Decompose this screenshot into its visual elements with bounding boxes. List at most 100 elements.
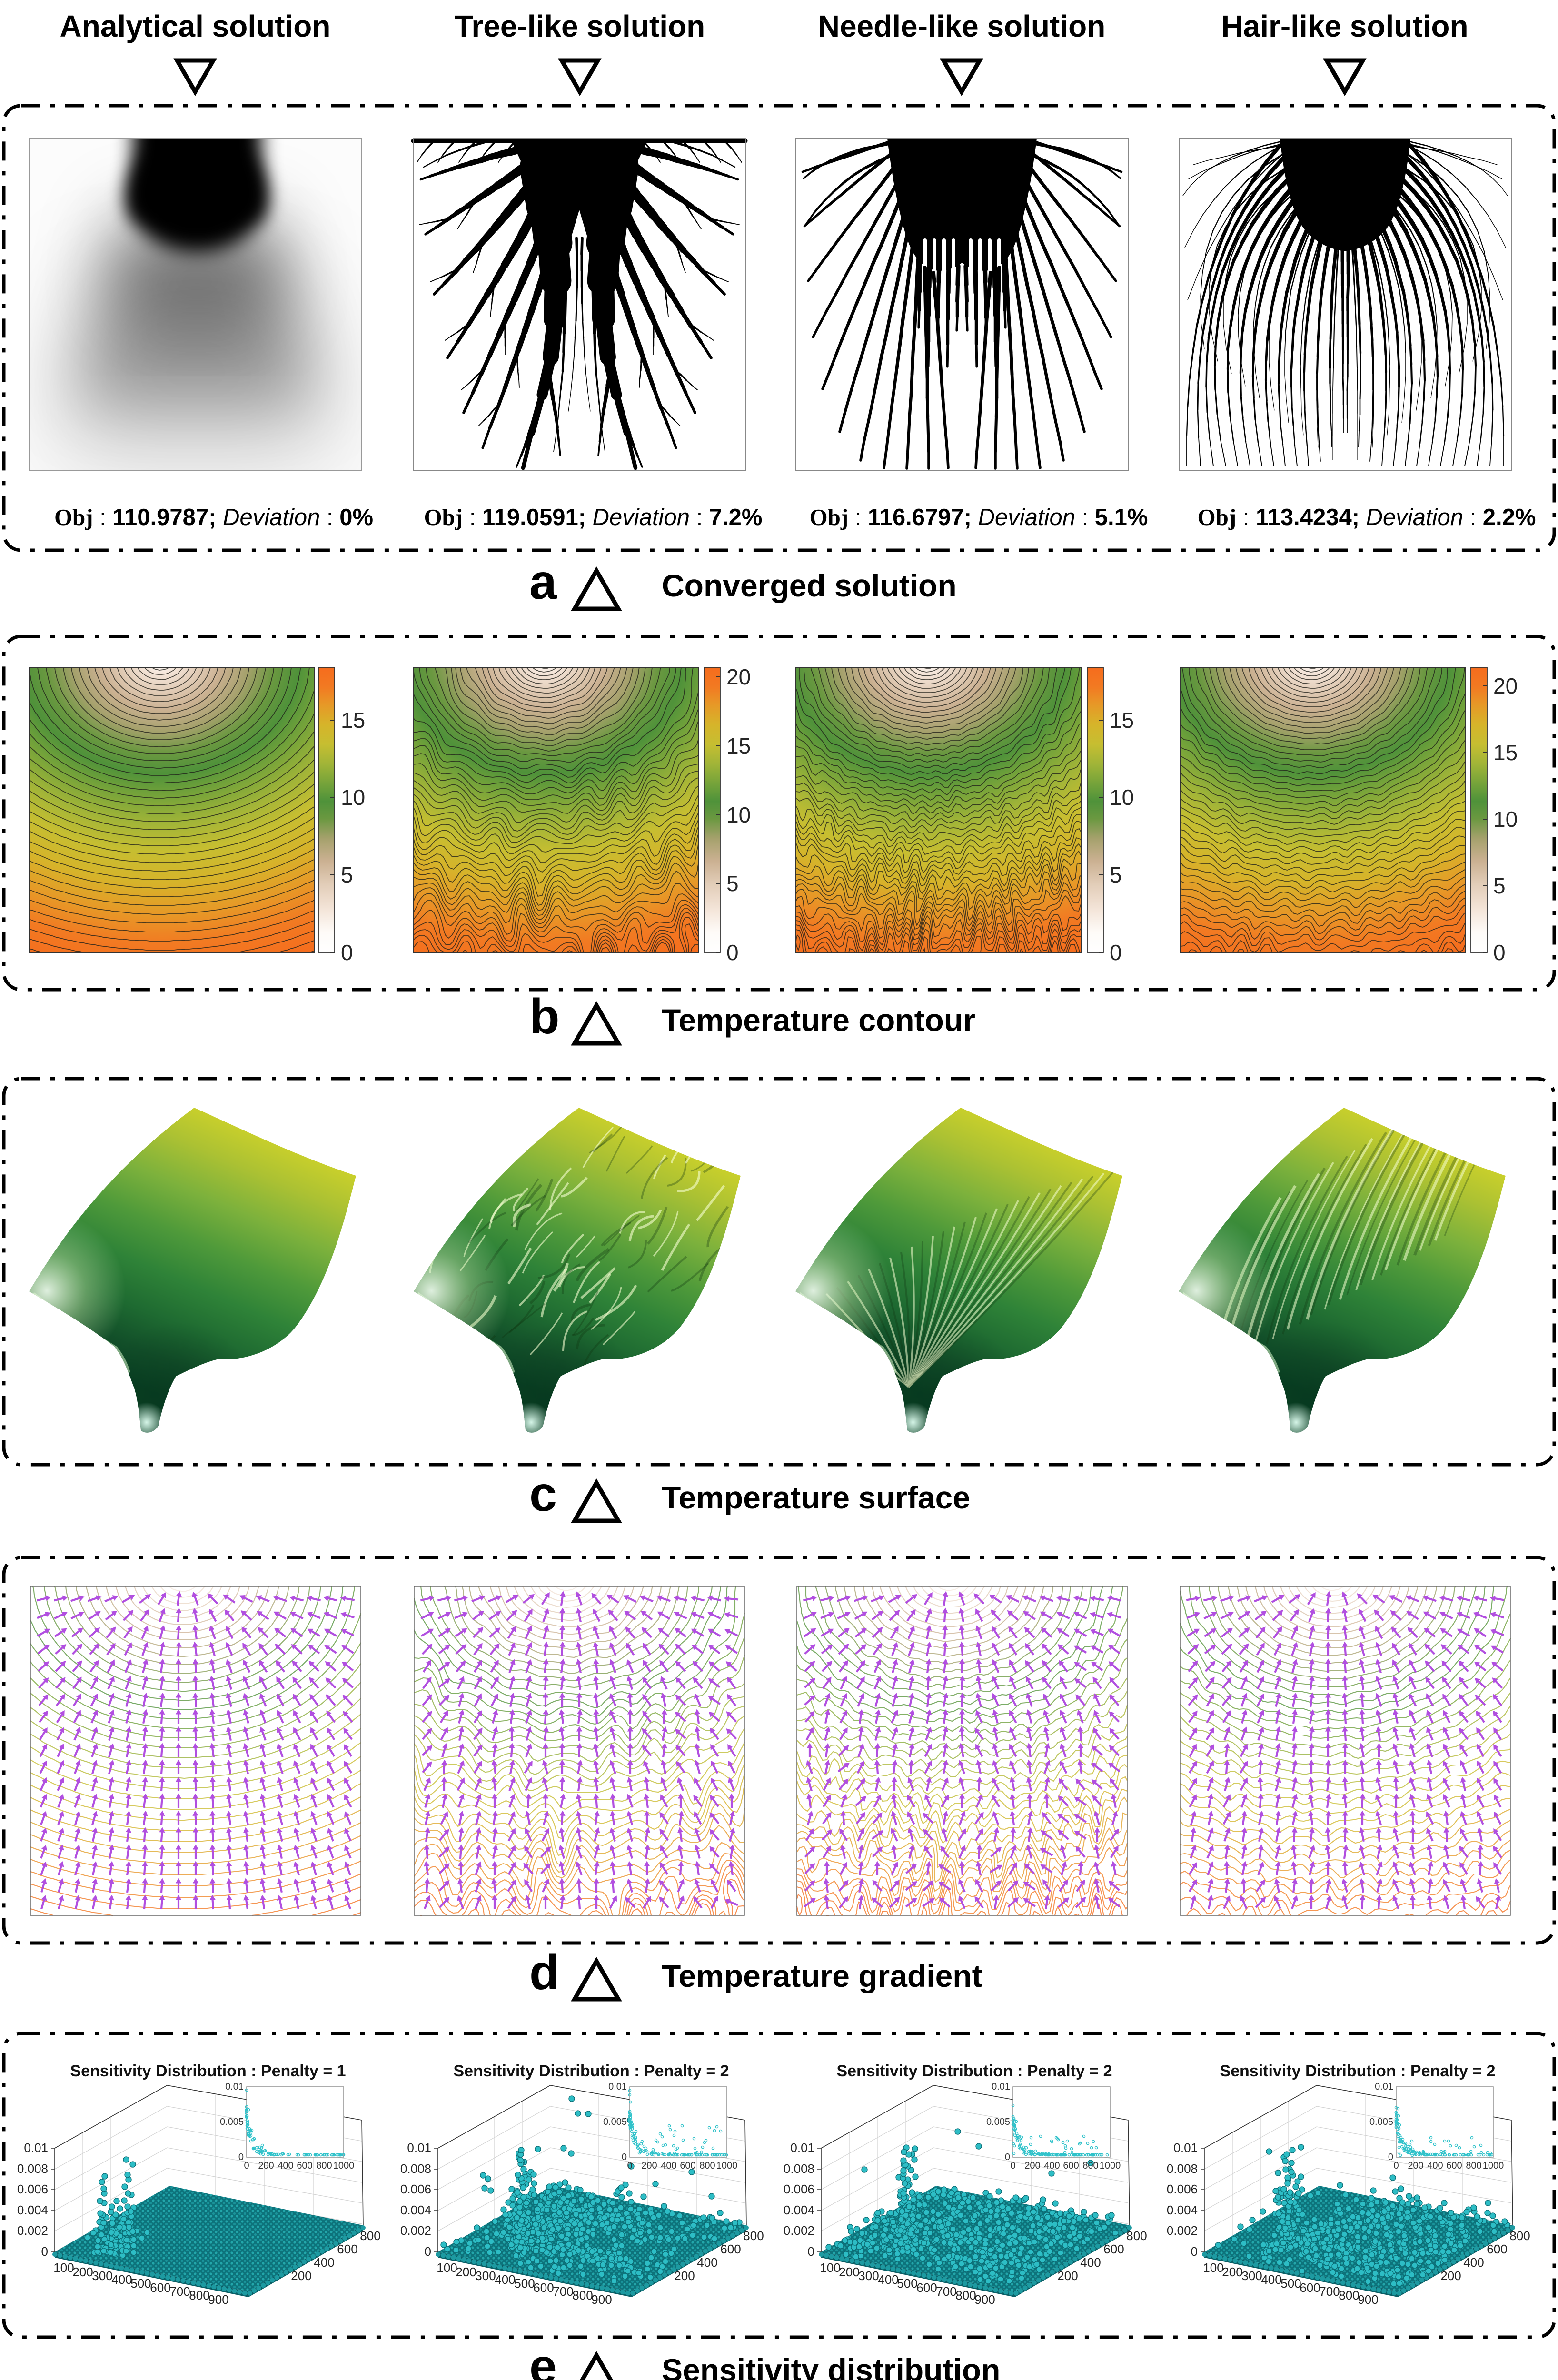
svg-text:800: 800	[189, 2288, 209, 2302]
svg-text:0.005: 0.005	[220, 2117, 244, 2127]
svg-text:600: 600	[1446, 2161, 1462, 2171]
svg-text:0.006: 0.006	[17, 2182, 48, 2196]
svg-text:200: 200	[456, 2265, 476, 2279]
svg-text:5: 5	[1493, 873, 1506, 898]
svg-text:0: 0	[41, 2244, 48, 2259]
svg-text:200: 200	[1057, 2269, 1078, 2283]
svg-text:600: 600	[720, 2242, 741, 2256]
svg-text:Sensitivity Distribution : Pen: Sensitivity Distribution : Penalty = 1	[70, 2062, 346, 2080]
svg-text:15: 15	[726, 734, 751, 758]
svg-text:700: 700	[553, 2284, 573, 2299]
svg-text:0: 0	[238, 2152, 244, 2162]
svg-text:800: 800	[1126, 2229, 1147, 2243]
svg-text:0: 0	[341, 940, 353, 965]
svg-text:0.008: 0.008	[400, 2162, 431, 2176]
svg-text:10: 10	[726, 803, 751, 827]
svg-text:400: 400	[495, 2272, 515, 2287]
svg-text:15: 15	[1493, 740, 1518, 765]
svg-text:600: 600	[1063, 2161, 1079, 2171]
svg-text:0.004: 0.004	[400, 2203, 431, 2217]
svg-text:0.008: 0.008	[17, 2162, 48, 2176]
svg-text:0.01: 0.01	[790, 2141, 814, 2155]
svg-text:0: 0	[1110, 940, 1122, 965]
svg-text:200: 200	[258, 2161, 274, 2171]
svg-text:0.01: 0.01	[608, 2082, 627, 2092]
svg-text:800: 800	[743, 2229, 764, 2243]
svg-text:Sensitivity Distribution : Pen: Sensitivity Distribution : Penalty = 2	[1220, 2062, 1495, 2080]
svg-text:10: 10	[341, 785, 365, 810]
svg-text:400: 400	[878, 2272, 898, 2287]
svg-text:0: 0	[627, 2161, 632, 2171]
svg-text:1000: 1000	[716, 2161, 738, 2171]
svg-text:0.004: 0.004	[784, 2203, 814, 2217]
svg-text:0: 0	[726, 940, 739, 965]
svg-text:100: 100	[53, 2261, 74, 2275]
svg-text:300: 300	[475, 2269, 496, 2283]
svg-text:15: 15	[341, 708, 365, 733]
svg-text:800: 800	[572, 2288, 593, 2302]
svg-text:0.006: 0.006	[1167, 2182, 1198, 2196]
svg-text:600: 600	[680, 2161, 695, 2171]
svg-text:600: 600	[1300, 2281, 1320, 2295]
svg-text:600: 600	[150, 2281, 170, 2295]
svg-text:700: 700	[169, 2284, 190, 2299]
svg-text:0.01: 0.01	[1173, 2141, 1198, 2155]
svg-text:500: 500	[514, 2276, 535, 2291]
svg-text:200: 200	[291, 2269, 311, 2283]
svg-text:800: 800	[1466, 2161, 1481, 2171]
svg-text:400: 400	[1080, 2255, 1101, 2270]
svg-text:600: 600	[916, 2281, 937, 2295]
svg-text:400: 400	[661, 2161, 676, 2171]
svg-text:0.002: 0.002	[1167, 2223, 1198, 2238]
svg-text:200: 200	[1024, 2161, 1040, 2171]
svg-text:900: 900	[208, 2292, 228, 2307]
svg-text:200: 200	[674, 2269, 695, 2283]
svg-text:Sensitivity Distribution : Pen: Sensitivity Distribution : Penalty = 2	[453, 2062, 729, 2080]
svg-text:600: 600	[337, 2242, 357, 2256]
svg-text:5: 5	[726, 871, 739, 896]
svg-text:100: 100	[820, 2261, 840, 2275]
svg-text:600: 600	[533, 2281, 554, 2295]
svg-text:0.008: 0.008	[784, 2162, 814, 2176]
svg-text:800: 800	[955, 2288, 976, 2302]
svg-text:400: 400	[278, 2161, 293, 2171]
svg-text:0.01: 0.01	[1375, 2082, 1393, 2092]
svg-text:400: 400	[1463, 2255, 1484, 2270]
svg-text:200: 200	[641, 2161, 657, 2171]
svg-text:0.006: 0.006	[400, 2182, 431, 2196]
svg-text:0.005: 0.005	[603, 2117, 627, 2127]
svg-text:200: 200	[72, 2265, 93, 2279]
svg-text:1000: 1000	[333, 2161, 355, 2171]
svg-text:0: 0	[425, 2244, 431, 2259]
svg-text:1000: 1000	[1483, 2161, 1504, 2171]
svg-text:0.008: 0.008	[1167, 2162, 1198, 2176]
svg-text:0.002: 0.002	[17, 2223, 48, 2238]
svg-text:500: 500	[897, 2276, 917, 2291]
svg-text:10: 10	[1110, 785, 1134, 810]
svg-text:700: 700	[1319, 2284, 1340, 2299]
svg-text:0.01: 0.01	[407, 2141, 431, 2155]
svg-text:600: 600	[1487, 2242, 1507, 2256]
svg-text:300: 300	[858, 2269, 879, 2283]
svg-text:200: 200	[1222, 2265, 1242, 2279]
svg-text:0.002: 0.002	[784, 2223, 814, 2238]
svg-text:200: 200	[839, 2265, 859, 2279]
svg-text:600: 600	[297, 2161, 312, 2171]
svg-text:300: 300	[1241, 2269, 1262, 2283]
svg-text:15: 15	[1110, 708, 1134, 733]
svg-text:200: 200	[1408, 2161, 1423, 2171]
svg-text:0.006: 0.006	[784, 2182, 814, 2196]
svg-text:800: 800	[1339, 2288, 1359, 2302]
svg-text:20: 20	[726, 664, 751, 689]
svg-text:400: 400	[697, 2255, 717, 2270]
svg-text:200: 200	[1440, 2269, 1461, 2283]
svg-text:0: 0	[244, 2161, 249, 2171]
svg-text:0.01: 0.01	[992, 2082, 1010, 2092]
svg-text:0.004: 0.004	[1167, 2203, 1198, 2217]
svg-text:800: 800	[699, 2161, 715, 2171]
svg-text:100: 100	[437, 2261, 457, 2275]
svg-text:0: 0	[1393, 2161, 1399, 2171]
svg-text:5: 5	[1110, 863, 1122, 887]
svg-text:0: 0	[622, 2152, 627, 2162]
svg-text:800: 800	[1509, 2229, 1530, 2243]
